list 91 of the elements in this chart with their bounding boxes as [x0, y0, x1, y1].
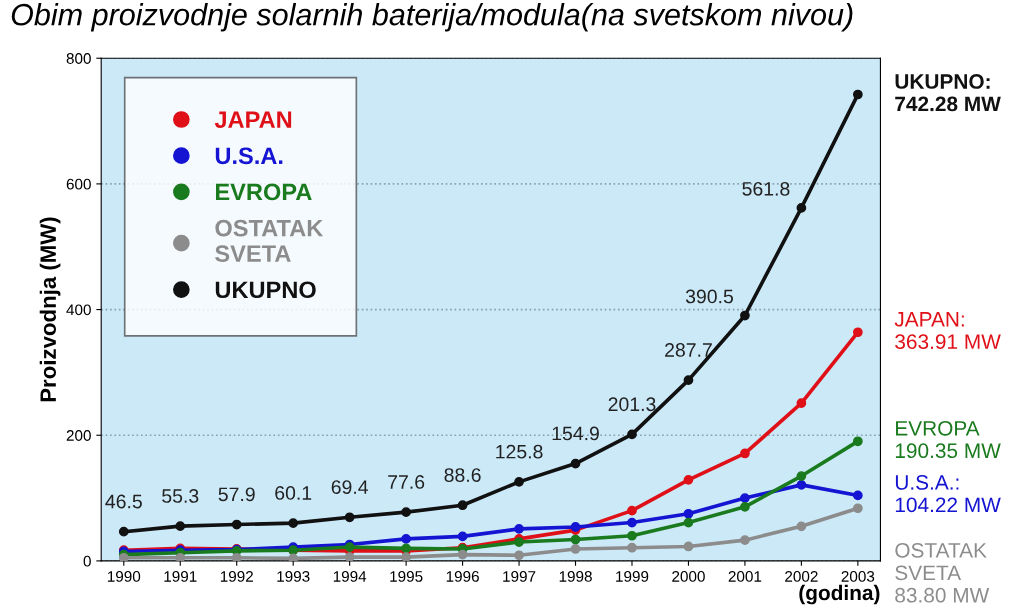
x-tick-label: 1991: [164, 571, 197, 582]
data-label: 390.5: [685, 289, 733, 304]
point: [457, 500, 468, 511]
data-label: 77.6: [388, 475, 425, 489]
point: [288, 553, 299, 561]
x-tick-label: 1995: [390, 571, 423, 582]
point: [457, 531, 468, 542]
x-tick-label: 1993: [277, 571, 310, 582]
data-label: 154.9: [552, 426, 599, 441]
point: [852, 436, 863, 447]
point: [288, 518, 299, 528]
x-tick-label: 1999: [616, 571, 649, 582]
point: [570, 544, 581, 554]
point: [796, 480, 807, 490]
data-label: 69.4: [331, 480, 369, 494]
point: [683, 508, 694, 519]
x-tick-label: 1994: [333, 571, 367, 582]
point: [344, 512, 355, 523]
point: [175, 521, 186, 532]
y-tick-label: 0: [83, 555, 91, 567]
annotation: UKUPNO: 742.28 MW: [895, 74, 1001, 112]
point: [683, 517, 694, 528]
data-label: 561.8: [742, 181, 790, 196]
y-tick-label: 800: [66, 53, 91, 64]
x-tick-label: 1997: [503, 571, 536, 582]
chart-title: Obim proizvodnje solarnih baterija/modula(na svetskom nivou): [11, 3, 853, 32]
x-tick-label: 1996: [446, 571, 479, 582]
point: [514, 523, 524, 534]
point: [401, 534, 411, 544]
x-tick-label: 2000: [672, 571, 705, 582]
point: [627, 542, 637, 553]
data-label: 46.5: [105, 494, 142, 509]
x-tick-label: 2001: [728, 571, 762, 582]
point: [231, 552, 242, 561]
legend-label: UKUPNO: [215, 281, 316, 299]
point: [683, 541, 694, 552]
point: [401, 552, 411, 561]
data-label: 57.9: [218, 487, 255, 502]
y-tick-label: 200: [66, 430, 91, 441]
legend-label: JAPAN: [214, 111, 292, 128]
point: [457, 549, 468, 560]
data-label: 60.1: [275, 486, 312, 500]
data-label: 55.3: [162, 489, 199, 503]
point: [740, 493, 750, 503]
point: [852, 490, 863, 501]
data-label: 125.8: [496, 444, 543, 459]
point: [852, 503, 863, 514]
point: [852, 89, 863, 100]
x-axis-title: (godina): [799, 584, 880, 605]
x-tick-label: 1990: [107, 571, 141, 582]
point: [740, 535, 750, 546]
point: [627, 530, 637, 541]
point: [514, 550, 524, 561]
point: [570, 458, 581, 469]
data-label: 287.7: [665, 343, 712, 357]
point: [683, 375, 694, 385]
point: [852, 327, 863, 338]
x-tick-label: 1992: [220, 571, 253, 582]
point: [627, 517, 637, 528]
point: [683, 474, 694, 485]
y-tick-label: 400: [66, 304, 91, 316]
point: [175, 552, 186, 561]
point: [796, 398, 807, 409]
point: [796, 521, 807, 532]
annotation: OSTATAK SVETA 83.80 MW: [895, 542, 990, 603]
point: [740, 501, 750, 512]
point: [570, 534, 581, 545]
point: [231, 519, 242, 530]
point: [740, 310, 750, 321]
y-axis-title: Proizvodnja (MW): [39, 217, 61, 402]
annotation: U.S.A.: 104.22 MW: [895, 475, 1001, 513]
y-tick-label: 600: [66, 178, 91, 190]
legend-label: U.S.A.: [215, 147, 283, 165]
data-label: 88.6: [444, 468, 481, 482]
point: [118, 526, 129, 537]
point: [627, 429, 637, 440]
point: [796, 203, 807, 213]
x-tick-label: 2002: [785, 571, 818, 582]
point: [796, 471, 807, 481]
x-tick-label: 1998: [559, 571, 592, 582]
x-tick-label: 2003: [841, 571, 875, 582]
annotation: EVROPA 190.35 MW: [895, 420, 1001, 459]
point: [514, 476, 524, 487]
legend-label: EVROPA: [216, 183, 312, 201]
annotation: JAPAN: 363.91 MW: [894, 312, 1001, 350]
point: [344, 552, 355, 561]
point: [627, 505, 637, 516]
data-label: 201.3: [608, 397, 656, 412]
point: [401, 507, 411, 517]
legend-label: OSTATAK SVETA: [215, 219, 324, 262]
point: [740, 448, 750, 459]
